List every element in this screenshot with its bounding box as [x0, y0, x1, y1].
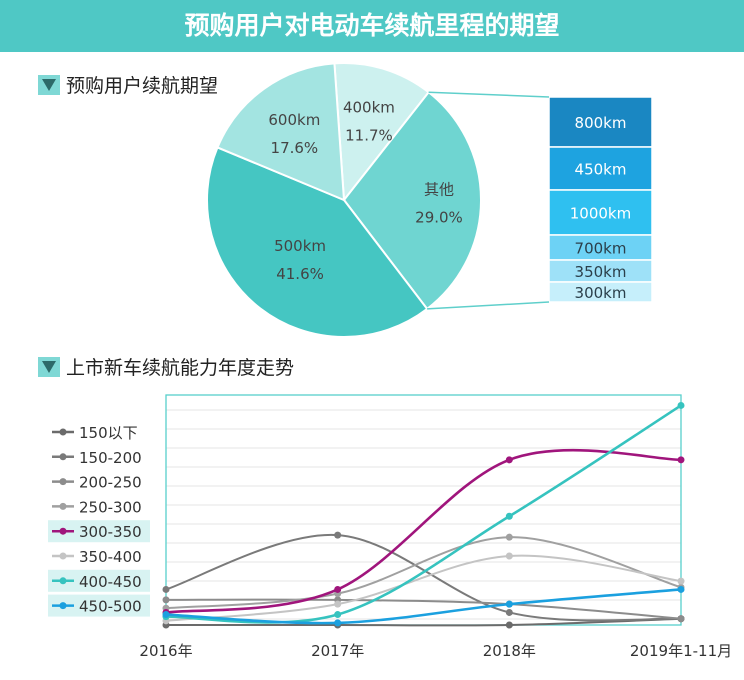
data-point	[334, 611, 342, 619]
series-line-300-350	[165, 448, 682, 614]
breakdown-label: 300km	[575, 284, 627, 302]
pie-value-label: 41.6%	[276, 265, 324, 283]
pie-section-label: 预购用户续航期望	[66, 75, 219, 97]
line-section-label: 上市新车续航能力年度走势	[66, 357, 295, 379]
x-tick-label: 2019年1-11月	[630, 642, 732, 660]
legend-marker	[59, 602, 67, 610]
legend-marker	[59, 478, 67, 486]
data-point	[505, 600, 513, 608]
page-title: 预购用户对电动车续航里程的期望	[0, 0, 744, 52]
pie-section-title: 预购用户续航期望	[38, 71, 218, 98]
data-point	[677, 585, 685, 593]
legend-label: 400-450	[79, 573, 142, 591]
legend-label: 450-500	[79, 598, 142, 616]
data-point	[334, 531, 342, 539]
pie-slice-0	[333, 62, 431, 203]
pie-label: 400km	[343, 99, 395, 117]
legend-label: 150以下	[79, 424, 138, 442]
line-chart: 2016年 2017年 2018年 2019年1-11月 150以下 150-200 200…	[48, 394, 732, 660]
legend-highlight	[48, 520, 150, 543]
pie-label: 600km	[268, 111, 320, 129]
data-point	[162, 611, 170, 619]
data-point	[677, 456, 685, 464]
pie-value-label: 11.7%	[345, 127, 393, 145]
data-point	[162, 585, 170, 593]
breakdown-label: 700km	[575, 240, 627, 258]
data-point	[162, 596, 170, 604]
x-tick-label: 2018年	[483, 642, 536, 660]
pie-slice-3	[216, 62, 346, 202]
legend-marker	[59, 577, 67, 585]
breakdown-segment	[548, 146, 653, 191]
connector-line	[427, 301, 550, 310]
data-point	[505, 621, 513, 629]
pie-label: 500km	[274, 237, 326, 255]
legend-label: 200-250	[79, 474, 142, 492]
breakdown-segment	[548, 189, 653, 236]
pie-value-label: 17.6%	[271, 139, 319, 157]
data-point	[334, 585, 342, 593]
legend-label: 150-200	[79, 449, 142, 467]
data-point	[677, 401, 685, 409]
pie-slice-1	[342, 90, 482, 311]
triangle-marker-icon	[38, 74, 60, 95]
data-point	[505, 456, 513, 464]
data-point	[505, 512, 513, 520]
legend-marker	[59, 502, 67, 510]
legend-marker	[59, 527, 67, 535]
data-point	[334, 619, 342, 627]
breakdown-label: 450km	[575, 161, 627, 179]
breakdown-label: 1000km	[570, 205, 631, 223]
pie-value-label: 29.0%	[415, 209, 463, 227]
pie-chart: 400km 11.7% 其他 29.0% 500km 41.6% 600km 17.6% 800…	[206, 62, 653, 338]
legend-label: 250-300	[79, 498, 142, 516]
data-point	[505, 608, 513, 616]
legend-label: 350-400	[79, 548, 142, 566]
data-point	[505, 533, 513, 541]
breakdown-segment	[548, 281, 653, 303]
data-point	[505, 552, 513, 560]
triangle-marker-icon	[38, 356, 60, 377]
series-line-450-500	[165, 588, 682, 625]
data-point	[677, 577, 685, 585]
breakdown-label: 800km	[575, 114, 627, 132]
data-point	[677, 615, 685, 623]
series-line-150-200	[165, 534, 682, 622]
legend-highlight	[48, 569, 150, 592]
legend-highlight	[48, 594, 150, 617]
legend-marker	[59, 428, 67, 436]
series-line-400-450	[165, 404, 682, 624]
connector-line	[428, 91, 550, 98]
legend-marker	[59, 552, 67, 560]
series-line-150以下	[166, 617, 682, 627]
x-tick-label: 2017年	[311, 642, 364, 660]
breakdown-segment	[548, 234, 653, 261]
line-section-title: 上市新车续航能力年度走势	[38, 353, 294, 380]
data-point	[334, 600, 342, 608]
legend-marker	[59, 453, 67, 461]
series-line-350-400	[165, 554, 682, 622]
series-line-250-300	[165, 536, 682, 610]
pie-label: 其他	[424, 181, 454, 199]
legend-label: 300-350	[79, 523, 142, 541]
breakdown-label: 350km	[575, 263, 627, 281]
x-tick-label: 2016年	[139, 642, 192, 660]
pie-slice-2	[206, 146, 429, 338]
series-line-200-250	[165, 598, 682, 620]
breakdown-segment	[548, 96, 653, 148]
